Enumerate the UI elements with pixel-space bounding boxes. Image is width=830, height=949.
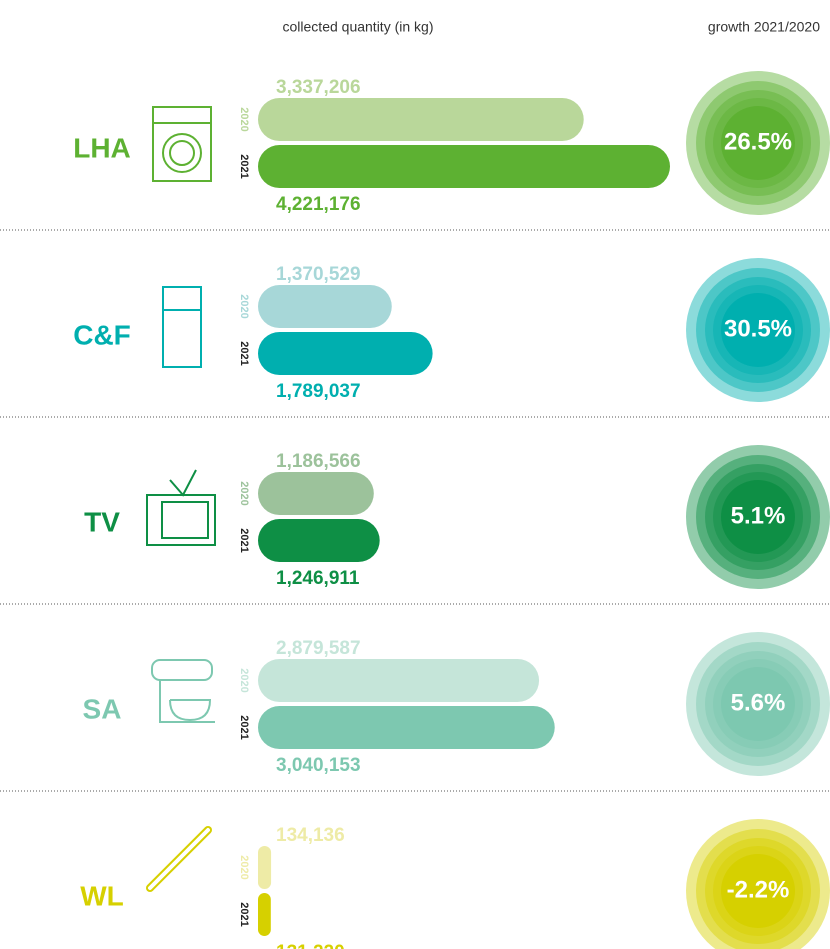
value-label: 3,040,153 [276, 755, 361, 776]
icon [161, 501, 209, 539]
value-label: 3,337,206 [276, 77, 361, 98]
category-label: SA [83, 693, 122, 724]
legend-label: 2020 [238, 668, 250, 692]
value-label: 4,221,176 [276, 194, 361, 215]
bar [258, 98, 584, 141]
bar [258, 706, 555, 749]
legend-label: 2020 [238, 855, 250, 879]
icon [159, 680, 215, 723]
bar [258, 519, 380, 562]
bar [258, 332, 433, 375]
icon [162, 133, 202, 173]
row: LHA 3,337,206 2020 4,221,176 2021 26.5% [0, 71, 830, 231]
legend-label: 2020 [238, 294, 250, 318]
axis-label: collected quantity (in kg) [283, 19, 434, 35]
growth-label: -2.2% [727, 876, 790, 903]
growth-ring [721, 293, 795, 367]
icon [148, 828, 210, 890]
growth-label: 30.5% [724, 315, 792, 342]
value-label: 1,186,566 [276, 451, 361, 472]
bar [258, 846, 272, 889]
value-label: 1,246,911 [276, 568, 360, 589]
value-label: 1,789,037 [276, 381, 361, 402]
value-label: 1,370,529 [276, 264, 361, 285]
value-label: 2,879,587 [276, 638, 361, 659]
row: TV 1,186,566 2020 1,246,911 2021 5.1% [0, 445, 830, 605]
row: WL 134,136 2020 131,220 2021 -2.2% [80, 819, 830, 949]
legend-label: 2020 [238, 481, 250, 505]
icon [162, 286, 202, 368]
bar [258, 659, 540, 702]
row: SA 2,879,587 2020 3,040,153 2021 5.6% [0, 632, 830, 792]
growth-ring [721, 667, 795, 741]
growth-label: growth 2021/2020 [708, 19, 820, 35]
icon [146, 494, 216, 546]
legend-label: 2021 [238, 154, 250, 178]
growth-ring [721, 106, 795, 180]
growth-ring [721, 854, 795, 928]
bar [258, 472, 374, 515]
legend-label: 2021 [238, 715, 250, 739]
category-label: C&F [73, 319, 131, 350]
category-label: TV [84, 506, 120, 537]
category-label: LHA [73, 132, 131, 163]
icon [152, 106, 212, 182]
icon [169, 140, 195, 166]
growth-label: 5.6% [731, 689, 786, 716]
bar [258, 285, 392, 328]
growth-label: 5.1% [731, 502, 786, 529]
category-label: WL [80, 880, 124, 911]
bar [258, 145, 670, 188]
bar [258, 893, 271, 936]
value-label: 131,220 [276, 942, 345, 949]
legend-label: 2021 [238, 902, 250, 926]
legend-label: 2020 [238, 107, 250, 131]
icon [151, 659, 213, 681]
legend-label: 2021 [238, 341, 250, 365]
icon [169, 469, 197, 497]
legend-label: 2021 [238, 528, 250, 552]
growth-label: 26.5% [724, 128, 792, 155]
row: C&F 1,370,529 2020 1,789,037 2021 30.5% [0, 258, 830, 418]
growth-ring [721, 480, 795, 554]
value-label: 134,136 [276, 825, 345, 846]
